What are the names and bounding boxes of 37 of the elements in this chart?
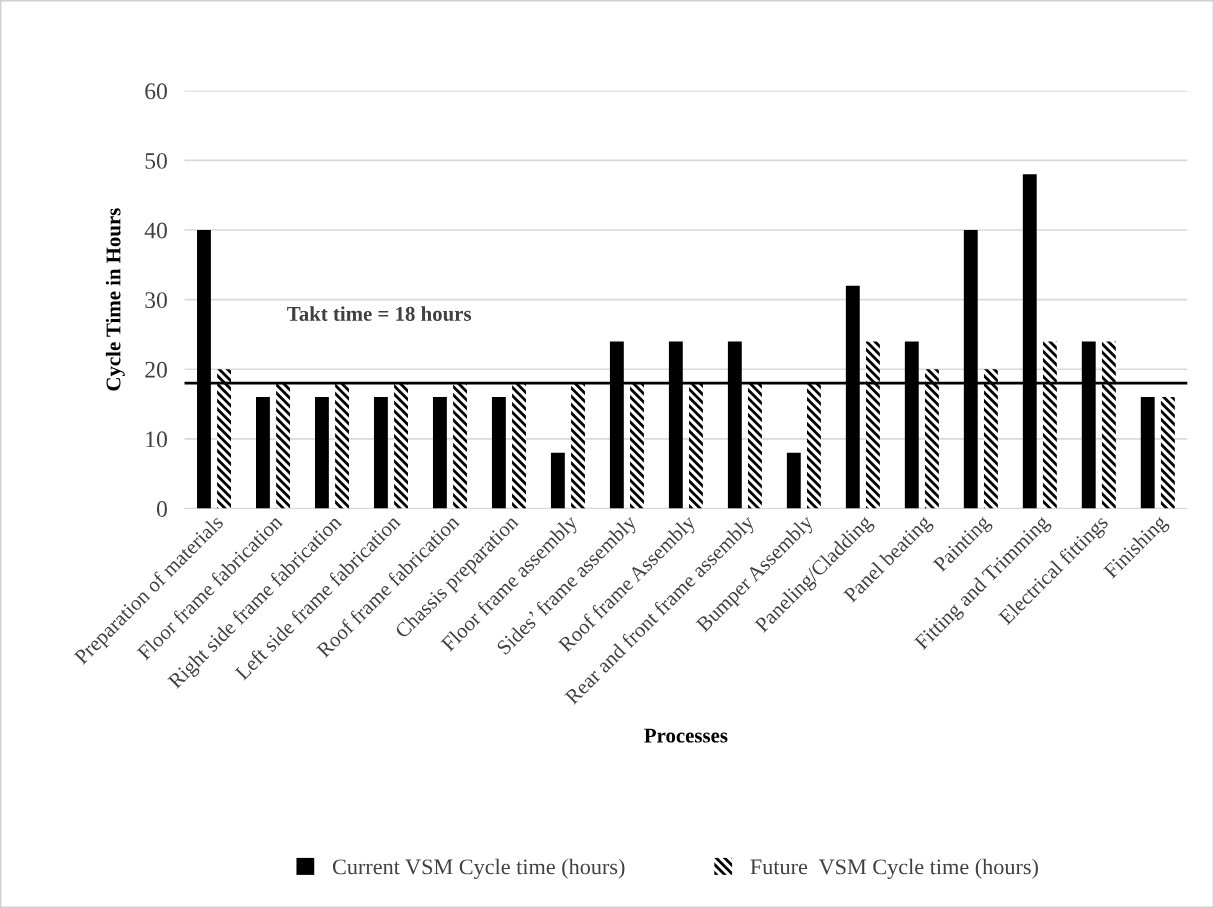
y-tick-label: 20 — [145, 361, 167, 378]
bar — [491, 397, 506, 509]
y-tick-label: 10 — [146, 431, 167, 448]
bar — [1042, 341, 1057, 509]
legend-label: Future VSM Cycle time (hours) — [750, 858, 1038, 879]
bar — [865, 341, 880, 509]
legend-label: Current VSM Cycle time (hours) — [332, 858, 625, 879]
bar — [314, 397, 329, 509]
bar — [512, 383, 526, 509]
y-tick-label: 40 — [144, 222, 167, 239]
bar — [807, 383, 821, 509]
bar — [276, 383, 291, 509]
bar — [256, 397, 270, 509]
bar — [630, 383, 644, 509]
bar — [924, 369, 939, 509]
bar — [983, 369, 998, 509]
bar — [1160, 397, 1175, 509]
bar — [786, 452, 801, 509]
y-tick-label: 30 — [145, 292, 167, 309]
y-tick-label: 0 — [156, 500, 167, 517]
y-tick-label: 50 — [145, 152, 167, 169]
bar — [394, 383, 408, 509]
y-tick-label: 60 — [145, 83, 167, 100]
x-axis-title: Processes — [644, 728, 728, 743]
bar — [1140, 397, 1155, 509]
bar — [373, 397, 388, 509]
bar — [689, 383, 703, 509]
bar — [432, 397, 447, 509]
bar — [453, 383, 467, 509]
bar — [571, 383, 585, 509]
y-axis-title: Cycle Time in Hours — [105, 208, 125, 391]
bar — [335, 383, 349, 509]
bar — [217, 369, 232, 509]
bar — [1101, 341, 1116, 509]
bar — [550, 452, 565, 509]
bar — [748, 383, 762, 509]
ref-line-label: Takt time = 18 hours — [287, 306, 472, 321]
